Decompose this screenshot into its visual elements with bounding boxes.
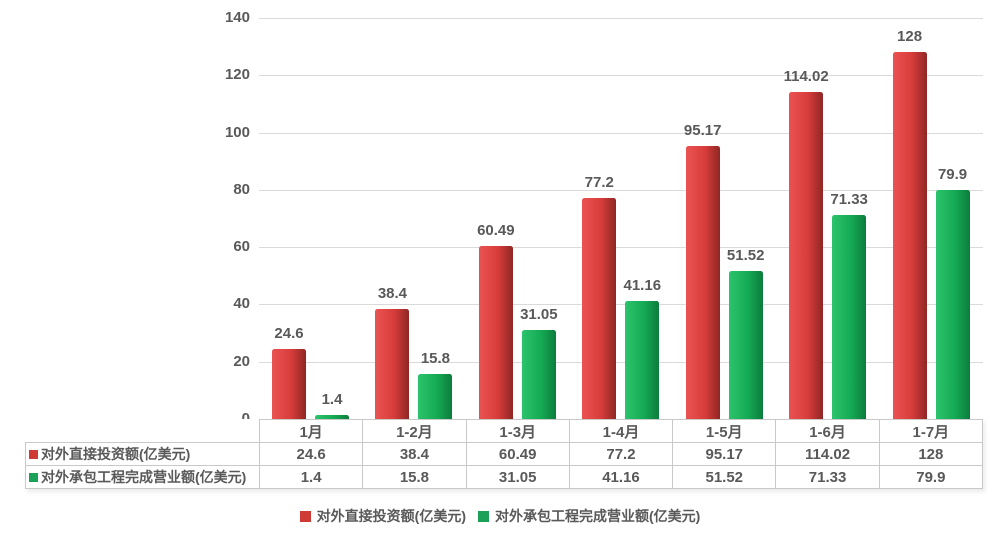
bar bbox=[832, 214, 867, 419]
table-header-cell: 1-2月 bbox=[362, 419, 467, 443]
table-header-cell: 1-7月 bbox=[878, 419, 984, 443]
y-tick-label: 60 bbox=[233, 238, 250, 256]
gridline bbox=[259, 132, 983, 134]
table-cell: 38.4 bbox=[362, 442, 467, 466]
table-header-cell: 1-4月 bbox=[568, 419, 674, 443]
bar bbox=[935, 190, 970, 419]
bar-value-label: 24.6 bbox=[274, 324, 304, 342]
y-tick-label: 80 bbox=[233, 180, 250, 198]
y-tick-label: 20 bbox=[233, 352, 250, 370]
y-tick-label: 40 bbox=[233, 295, 250, 313]
table-row: 对外承包工程完成营业额(亿美元) 1.4 15.8 31.05 41.16 51.52 71… bbox=[25, 465, 984, 489]
bar-value-label: 79.9 bbox=[937, 166, 968, 184]
table-cell: 114.02 bbox=[775, 442, 880, 466]
plot-area: 24.6 38.4 60.49 77.2 95.17 114.02 128 1.4 15.8 31… bbox=[259, 18, 983, 419]
gridline bbox=[259, 304, 983, 306]
legend-label: 对外承包工程完成营业额(亿美元) bbox=[495, 508, 701, 524]
legend-swatch-icon bbox=[299, 510, 311, 522]
bar-value-label: 128 bbox=[897, 28, 923, 46]
data-table: 1月 1-2月 1-3月 1-4月 1-5月 1-6月 1-7月 对外直接投资额(亿美元) 24… bbox=[25, 419, 984, 489]
table-cell: 41.16 bbox=[568, 465, 674, 489]
bar-value-label: 95.17 bbox=[683, 122, 722, 140]
table-cell: 77.2 bbox=[568, 442, 674, 466]
legend-swatch-icon bbox=[478, 510, 489, 522]
bar-value-label: 114.02 bbox=[783, 68, 829, 86]
gridline bbox=[259, 361, 983, 363]
table-header-cell: 1-5月 bbox=[672, 419, 777, 443]
table-row-label: 对外承包工程完成营业额(亿美元) bbox=[25, 465, 260, 489]
legend-item: 对外直接投资额(亿美元) bbox=[299, 506, 466, 526]
table-cell: 1.4 bbox=[258, 465, 364, 489]
bar-value-label: 31.05 bbox=[520, 306, 558, 324]
table-header-cell: 1月 bbox=[258, 419, 364, 443]
bar-value-label: 41.16 bbox=[623, 277, 662, 295]
y-axis: 0 20 40 60 80 100 120 140 bbox=[0, 9, 250, 427]
table-cell: 15.8 bbox=[362, 465, 467, 489]
bar bbox=[582, 197, 617, 419]
table-row: 对外直接投资额(亿美元) 24.6 38.4 60.49 77.2 95.17 114.02… bbox=[25, 442, 984, 466]
table-cell: 31.05 bbox=[465, 465, 570, 489]
table-cell: 51.52 bbox=[672, 465, 777, 489]
bar-value-label: 38.4 bbox=[377, 285, 408, 303]
series-marker-icon bbox=[29, 449, 38, 459]
table-header-cell: 1-3月 bbox=[465, 419, 570, 443]
bar bbox=[892, 52, 927, 419]
y-tick-label: 100 bbox=[224, 123, 250, 141]
bar bbox=[418, 373, 453, 419]
gridline bbox=[259, 247, 983, 249]
bar-value-label: 51.52 bbox=[726, 247, 765, 265]
table-cell: 95.17 bbox=[672, 442, 777, 466]
bar bbox=[521, 330, 556, 419]
table-cell: 128 bbox=[878, 442, 984, 466]
bar-value-label: 15.8 bbox=[420, 349, 451, 367]
bar bbox=[478, 245, 513, 419]
bar bbox=[272, 348, 306, 419]
y-tick-label: 120 bbox=[224, 66, 250, 84]
table-cell: 79.9 bbox=[878, 465, 984, 489]
bar bbox=[728, 271, 763, 419]
legend: 对外直接投资额(亿美元) 对外承包工程完成营业额(亿美元) bbox=[0, 506, 1000, 526]
table-row-label: 对外直接投资额(亿美元) bbox=[25, 442, 260, 466]
series-marker-icon bbox=[29, 472, 38, 482]
table-cell: 71.33 bbox=[775, 465, 880, 489]
bar bbox=[625, 301, 660, 419]
table-cell: 24.6 bbox=[258, 442, 364, 466]
table-header-cell: 1-6月 bbox=[775, 419, 880, 443]
bar bbox=[685, 146, 720, 419]
gridline bbox=[259, 189, 983, 191]
bar bbox=[375, 309, 410, 419]
bar-value-label: 71.33 bbox=[830, 190, 868, 208]
table-header-row: 1月 1-2月 1-3月 1-4月 1-5月 1-6月 1-7月 bbox=[25, 419, 984, 443]
bar-value-label: 60.49 bbox=[477, 221, 515, 239]
table-cell: 60.49 bbox=[465, 442, 570, 466]
legend-item: 对外承包工程完成营业额(亿美元) bbox=[478, 506, 700, 526]
gridline bbox=[259, 18, 983, 19]
bar-value-label: 1.4 bbox=[321, 391, 343, 408]
table-corner-cell bbox=[25, 419, 260, 443]
bar bbox=[315, 415, 349, 419]
data-table-wrapper: 1月 1-2月 1-3月 1-4月 1-5月 1-6月 1-7月 对外直接投资额(亿美元) 24… bbox=[25, 419, 984, 489]
y-tick-label: 140 bbox=[224, 9, 250, 26]
gridline bbox=[259, 75, 983, 77]
bar-value-label: 77.2 bbox=[584, 173, 614, 191]
bar bbox=[789, 92, 824, 419]
legend-label: 对外直接投资额(亿美元) bbox=[316, 508, 466, 524]
y-tick-label: 0 bbox=[0, 410, 250, 428]
